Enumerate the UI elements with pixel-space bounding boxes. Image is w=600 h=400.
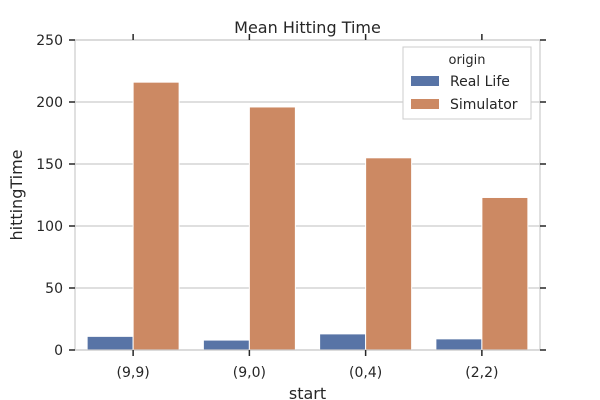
- bar-real-life: [202, 339, 250, 351]
- bars: [86, 81, 529, 351]
- y-axis-label: hittingTime: [7, 149, 26, 240]
- y-tick-label: 50: [45, 281, 63, 297]
- x-tick-label: (9,0): [233, 365, 266, 381]
- legend-swatch-simulator: [411, 99, 439, 109]
- x-tick-label: (2,2): [465, 365, 498, 381]
- legend-swatch-real-life: [411, 76, 439, 86]
- x-tick-label: (9,9): [117, 365, 150, 381]
- bar-simulator: [132, 81, 180, 351]
- x-axis-label: start: [289, 384, 326, 400]
- plot-frame: [74, 39, 541, 351]
- legend-label-real-life: Real Life: [450, 74, 510, 90]
- bar-real-life: [319, 333, 367, 351]
- legend-label-simulator: Simulator: [450, 97, 518, 113]
- y-tick-label: 150: [36, 157, 63, 173]
- legend-title: origin: [448, 53, 485, 68]
- legend: origin Real Life Simulator: [402, 46, 532, 120]
- x-tick-label: (0,4): [349, 365, 382, 381]
- bar-simulator: [481, 196, 529, 351]
- y-tick-label: 100: [36, 219, 63, 235]
- bar-simulator: [365, 157, 413, 351]
- bar-real-life: [86, 335, 134, 351]
- y-tick-label: 250: [36, 33, 63, 49]
- bar-simulator: [248, 106, 296, 351]
- bar-real-life: [435, 338, 483, 351]
- chart-title: Mean Hitting Time: [234, 18, 381, 37]
- ticks: [69, 34, 546, 356]
- y-tick-labels: 0 50 100 150 200 250: [36, 33, 63, 359]
- y-tick-label: 200: [36, 95, 63, 111]
- x-tick-labels: (9,9) (9,0) (0,4) (2,2): [117, 365, 499, 381]
- y-tick-label: 0: [54, 343, 63, 359]
